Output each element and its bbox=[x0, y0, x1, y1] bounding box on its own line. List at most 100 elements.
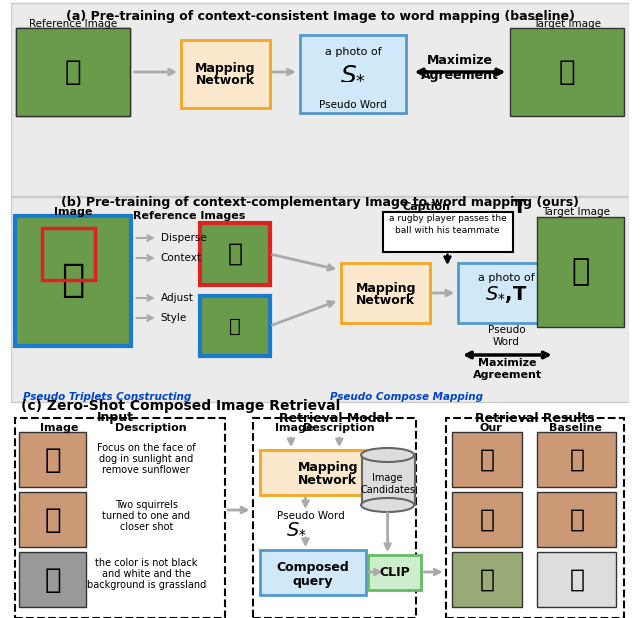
Text: 🏉: 🏉 bbox=[65, 58, 81, 86]
Text: Candidates: Candidates bbox=[360, 485, 415, 495]
Text: Context: Context bbox=[161, 253, 202, 263]
Text: Target Image: Target Image bbox=[533, 19, 601, 29]
Text: T: T bbox=[513, 198, 527, 216]
Bar bbox=[19, 492, 86, 547]
Text: $\mathit{S}_{*}$: $\mathit{S}_{*}$ bbox=[286, 519, 307, 538]
Bar bbox=[362, 455, 415, 505]
Text: Image: Image bbox=[275, 423, 313, 433]
Bar bbox=[253, 418, 415, 618]
Text: Network: Network bbox=[196, 74, 255, 87]
Bar bbox=[200, 296, 270, 356]
Text: Agreement: Agreement bbox=[473, 370, 542, 380]
Text: and white and the: and white and the bbox=[102, 569, 191, 579]
Bar bbox=[537, 552, 616, 607]
Text: 🐕: 🐕 bbox=[570, 448, 584, 472]
Bar bbox=[11, 3, 629, 196]
Text: 🏉: 🏉 bbox=[229, 316, 241, 336]
Text: Pseudo Word: Pseudo Word bbox=[319, 100, 387, 110]
Bar bbox=[19, 552, 86, 607]
Bar bbox=[537, 217, 624, 327]
Text: background is grassland: background is grassland bbox=[86, 580, 206, 590]
Ellipse shape bbox=[361, 498, 414, 512]
Text: ball with his teammate: ball with his teammate bbox=[396, 226, 500, 234]
Text: Image: Image bbox=[372, 473, 403, 483]
Text: Style: Style bbox=[161, 313, 187, 323]
Bar bbox=[537, 492, 616, 547]
Text: Mapping: Mapping bbox=[298, 460, 358, 473]
Text: a photo of: a photo of bbox=[324, 47, 381, 57]
Text: Description: Description bbox=[115, 423, 187, 433]
Text: CLIP: CLIP bbox=[379, 565, 410, 578]
Text: Mapping: Mapping bbox=[195, 62, 255, 75]
Text: Composed: Composed bbox=[277, 562, 349, 575]
Bar bbox=[458, 263, 555, 323]
Text: Maximize: Maximize bbox=[478, 358, 536, 368]
Text: 🐄: 🐄 bbox=[44, 566, 61, 594]
Text: Description: Description bbox=[303, 423, 375, 433]
Text: Agreement: Agreement bbox=[421, 69, 499, 82]
Text: Image: Image bbox=[40, 423, 79, 433]
Text: Network: Network bbox=[298, 473, 357, 486]
Bar bbox=[19, 432, 86, 487]
Text: Mapping: Mapping bbox=[355, 282, 416, 295]
Text: 🐕: 🐕 bbox=[479, 448, 495, 472]
Bar bbox=[445, 418, 624, 618]
Text: 🏉: 🏉 bbox=[61, 261, 84, 299]
Text: a rugby player passes the: a rugby player passes the bbox=[388, 213, 506, 222]
Bar bbox=[452, 492, 522, 547]
Text: a photo of: a photo of bbox=[478, 273, 534, 283]
Text: Image: Image bbox=[54, 207, 92, 217]
Ellipse shape bbox=[361, 448, 414, 462]
Text: 👤: 👤 bbox=[228, 242, 243, 266]
Text: Disperse: Disperse bbox=[161, 233, 207, 243]
Bar bbox=[260, 550, 366, 595]
Text: Reference Images: Reference Images bbox=[134, 211, 246, 221]
Text: 🐹: 🐹 bbox=[479, 508, 495, 532]
Bar bbox=[15, 418, 225, 618]
Bar bbox=[341, 263, 430, 323]
Bar bbox=[537, 432, 616, 487]
Bar bbox=[260, 450, 396, 495]
Text: Pseudo Word: Pseudo Word bbox=[276, 511, 344, 521]
Text: Two squirrels: Two squirrels bbox=[115, 500, 178, 510]
Text: Adjust: Adjust bbox=[161, 293, 193, 303]
Text: Pseudo Compose Mapping: Pseudo Compose Mapping bbox=[330, 392, 483, 402]
Text: Retrieval Results: Retrieval Results bbox=[474, 412, 594, 425]
Bar bbox=[11, 197, 629, 402]
Text: 🏉: 🏉 bbox=[572, 258, 590, 287]
Text: Network: Network bbox=[356, 294, 415, 307]
Text: Our: Our bbox=[479, 423, 502, 433]
Text: Focus on the face of: Focus on the face of bbox=[97, 443, 195, 453]
Text: Maximize: Maximize bbox=[427, 54, 493, 67]
Text: 🐇: 🐇 bbox=[570, 568, 584, 592]
Bar bbox=[452, 552, 522, 607]
Text: closer shot: closer shot bbox=[120, 522, 173, 532]
Text: Word: Word bbox=[493, 337, 520, 347]
Text: Retrieval Modal: Retrieval Modal bbox=[279, 412, 390, 425]
Text: Caption: Caption bbox=[402, 202, 450, 212]
Text: Reference Image: Reference Image bbox=[29, 19, 117, 29]
Bar bbox=[452, 432, 522, 487]
Bar bbox=[16, 28, 130, 116]
Text: Pseudo Triplets Constructing: Pseudo Triplets Constructing bbox=[24, 392, 192, 402]
Bar bbox=[181, 40, 270, 108]
Text: query: query bbox=[293, 575, 333, 588]
Text: (a) Pre-training of context-consistent Image to word mapping (baseline): (a) Pre-training of context-consistent I… bbox=[65, 9, 575, 22]
Text: Target Image: Target Image bbox=[542, 207, 610, 217]
Text: 🏉: 🏉 bbox=[559, 58, 575, 86]
Text: $\mathit{S}_{*}$,T: $\mathit{S}_{*}$,T bbox=[485, 285, 527, 305]
Bar bbox=[510, 28, 624, 116]
Bar bbox=[15, 216, 131, 346]
Bar bbox=[368, 555, 421, 590]
Text: Pseudo: Pseudo bbox=[488, 325, 525, 335]
Text: 🐿: 🐿 bbox=[44, 506, 61, 534]
Text: Baseline: Baseline bbox=[550, 423, 602, 433]
Bar bbox=[42, 228, 95, 280]
Text: (b) Pre-training of context-complementary Image to word mapping (ours): (b) Pre-training of context-complementar… bbox=[61, 195, 579, 208]
Text: 🐕: 🐕 bbox=[479, 568, 495, 592]
Bar bbox=[300, 35, 406, 113]
Text: Input: Input bbox=[97, 412, 134, 425]
Text: $\mathit{S}_{*}$: $\mathit{S}_{*}$ bbox=[340, 60, 366, 84]
Bar bbox=[383, 212, 513, 252]
Text: turned to one and: turned to one and bbox=[102, 511, 190, 521]
